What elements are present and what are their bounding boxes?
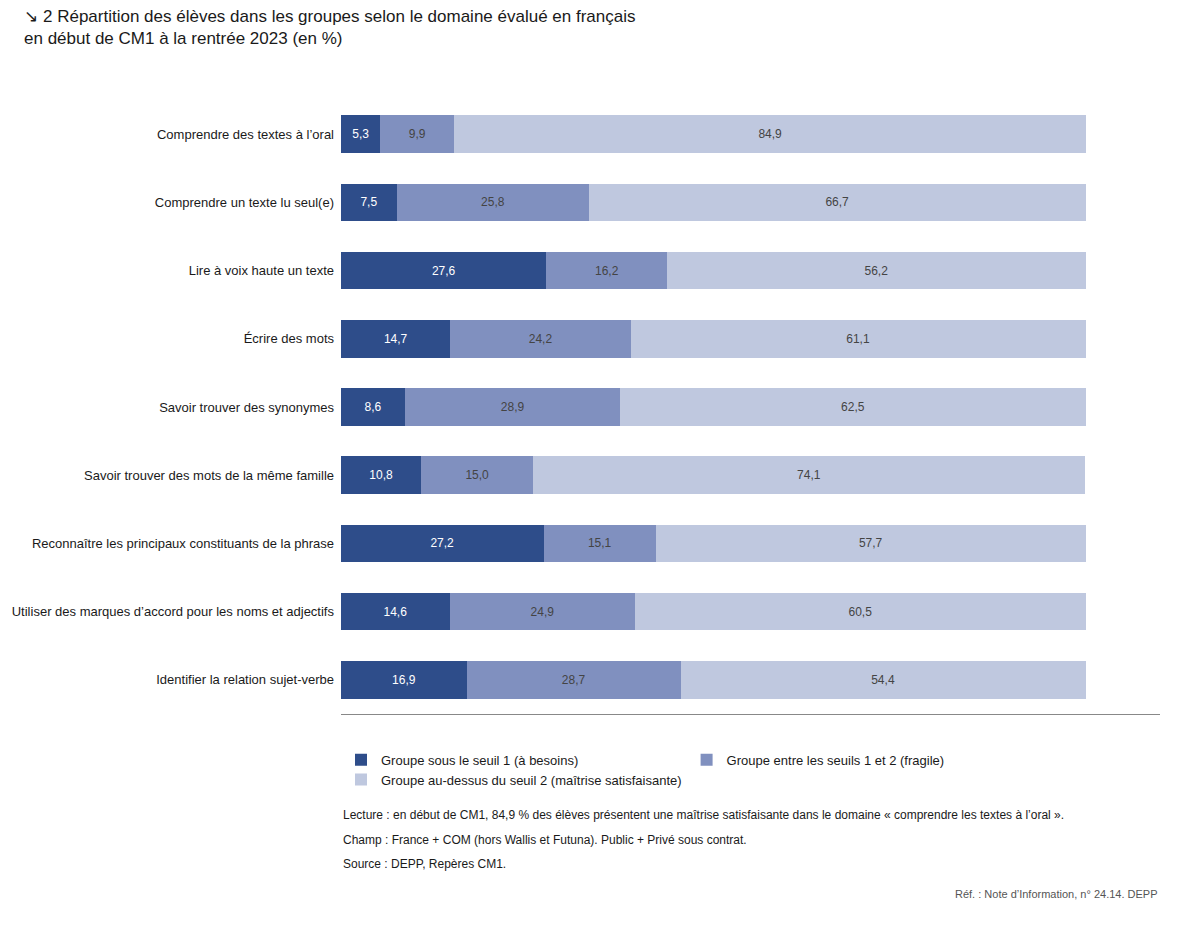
svg-text:60,5: 60,5: [848, 605, 872, 619]
svg-text:Écrire des mots: Écrire des mots: [244, 331, 335, 346]
svg-text:57,7: 57,7: [859, 536, 883, 550]
svg-text:7,5: 7,5: [360, 195, 377, 209]
svg-text:27,6: 27,6: [432, 264, 456, 278]
svg-text:Groupe entre les seuils 1 et 2: Groupe entre les seuils 1 et 2 (fragile): [727, 753, 945, 768]
svg-text:Lecture : en début de CM1, 84,: Lecture : en début de CM1, 84,9 % des él…: [343, 808, 1064, 822]
svg-text:61,1: 61,1: [846, 332, 870, 346]
svg-text:Lire à voix haute un texte: Lire à voix haute un texte: [189, 263, 334, 278]
svg-text:62,5: 62,5: [841, 400, 865, 414]
svg-text:84,9: 84,9: [758, 127, 782, 141]
svg-text:66,7: 66,7: [825, 195, 849, 209]
svg-text:15,1: 15,1: [588, 536, 612, 550]
svg-text:Savoir trouver des synonymes: Savoir trouver des synonymes: [159, 400, 334, 415]
svg-text:10,8: 10,8: [369, 468, 393, 482]
svg-text:28,7: 28,7: [562, 673, 586, 687]
svg-text:24,2: 24,2: [529, 332, 553, 346]
svg-text:Groupe au-dessus du seuil 2 (m: Groupe au-dessus du seuil 2 (maîtrise sa…: [381, 773, 682, 788]
svg-text:Reconnaître les principaux con: Reconnaître les principaux constituants …: [32, 536, 334, 551]
svg-text:8,6: 8,6: [365, 400, 382, 414]
svg-text:24,9: 24,9: [531, 605, 555, 619]
svg-text:74,1: 74,1: [797, 468, 821, 482]
svg-text:14,7: 14,7: [384, 332, 408, 346]
svg-text:Réf. : Note d’Information, n°: Réf. : Note d’Information, n° 24.14. DEP…: [955, 888, 1158, 900]
svg-text:Champ : France + COM (hors Wal: Champ : France + COM (hors Wallis et Fut…: [343, 833, 747, 847]
svg-text:↘ 2 Répartition des élèves dan: ↘ 2 Répartition des élèves dans les grou…: [24, 7, 636, 48]
svg-text:15,0: 15,0: [465, 468, 489, 482]
svg-text:14,6: 14,6: [384, 605, 408, 619]
svg-text:Source : DEPP, Repères CM1.: Source : DEPP, Repères CM1.: [343, 857, 506, 871]
svg-text:Groupe sous le seuil 1 (à beso: Groupe sous le seuil 1 (à besoins): [381, 753, 578, 768]
svg-text:Utiliser des marques d’accord: Utiliser des marques d’accord pour les n…: [12, 604, 335, 619]
svg-text:28,9: 28,9: [501, 400, 525, 414]
svg-text:Identifier la relation sujet-v: Identifier la relation sujet-verbe: [156, 672, 334, 687]
svg-text:16,2: 16,2: [595, 264, 619, 278]
svg-text:25,8: 25,8: [481, 195, 505, 209]
svg-text:27,2: 27,2: [430, 536, 454, 550]
svg-text:Comprendre des textes à l’oral: Comprendre des textes à l’oral: [157, 127, 334, 142]
svg-text:16,9: 16,9: [392, 673, 416, 687]
svg-text:Comprendre un texte lu seul(e): Comprendre un texte lu seul(e): [155, 195, 334, 210]
svg-text:9,9: 9,9: [409, 127, 426, 141]
svg-text:56,2: 56,2: [864, 264, 888, 278]
svg-text:5,3: 5,3: [352, 127, 369, 141]
svg-text:Savoir trouver des mots de la: Savoir trouver des mots de la même famil…: [84, 468, 334, 483]
svg-text:54,4: 54,4: [871, 673, 895, 687]
